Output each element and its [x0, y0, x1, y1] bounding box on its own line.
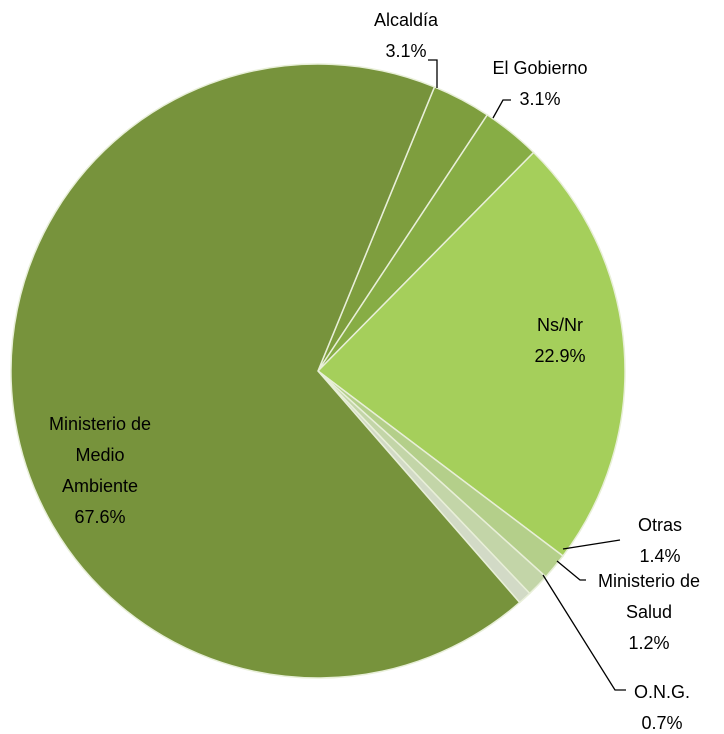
- pie-slice: [316, 151, 626, 558]
- leader-line: [542, 574, 626, 691]
- label-name: Ns/Nr: [537, 315, 583, 335]
- data-label: Ministerio de Medio Ambiente 67.6%: [40, 409, 160, 533]
- pie-slice: [10, 63, 521, 679]
- label-value: 3.1%: [519, 89, 561, 109]
- leader-line: [428, 59, 438, 88]
- label-name: Ministerio de Medio Ambiente: [48, 414, 152, 496]
- leader-line: [562, 539, 621, 550]
- label-name: El Gobierno: [492, 58, 588, 78]
- label-value: 67.6%: [74, 507, 126, 527]
- label-value: 1.2%: [628, 633, 670, 653]
- data-label: Ns/Nr 22.9%: [500, 310, 620, 372]
- leader-line: [556, 560, 586, 581]
- label-value: 3.1%: [385, 41, 427, 61]
- label-name: Alcaldía: [373, 10, 439, 30]
- data-label: Alcaldía 3.1%: [306, 5, 506, 67]
- label-value: 1.4%: [639, 546, 681, 566]
- leader-line: [492, 99, 511, 119]
- data-label: Ministerio de Salud 1.2%: [589, 566, 709, 659]
- label-value: 22.9%: [534, 346, 586, 366]
- data-label: Otras 1.4%: [600, 510, 720, 572]
- label-name: Otras: [637, 515, 682, 535]
- data-label: El Gobierno 3.1%: [440, 53, 640, 115]
- label-value: 0.7%: [641, 713, 683, 733]
- label-name: Ministerio de Salud: [597, 571, 701, 622]
- data-label: O.N.G. 0.7%: [602, 677, 722, 734]
- label-name: O.N.G.: [633, 682, 690, 702]
